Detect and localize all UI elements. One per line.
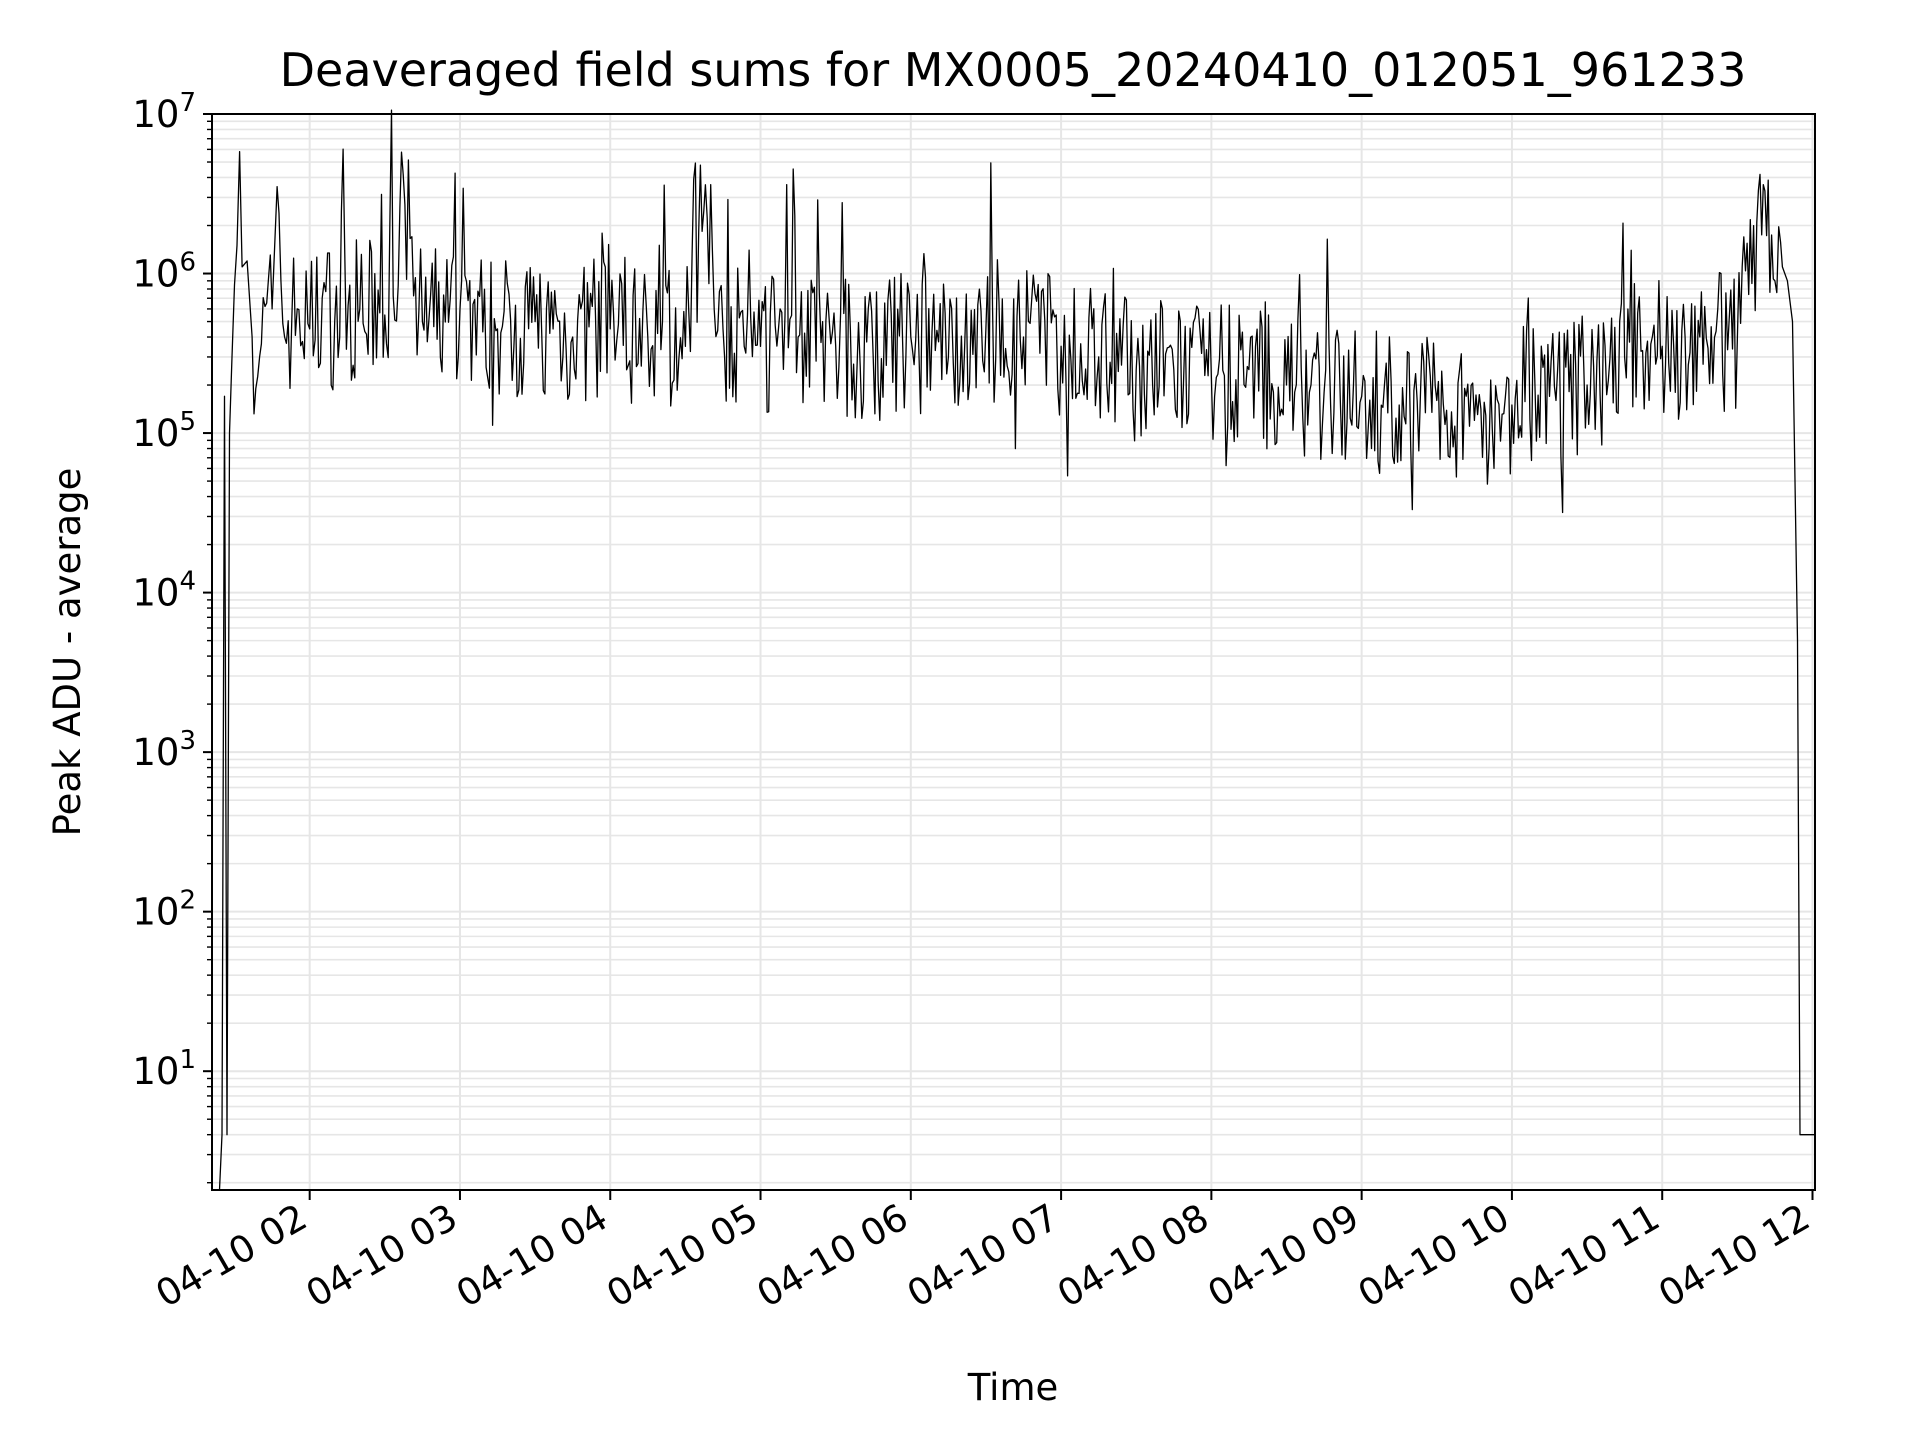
y-tick-label: 102	[132, 886, 196, 934]
plot-area	[218, 109, 1815, 1191]
y-axis: 101 102 103 104 105 106 107	[132, 88, 212, 1184]
y-tick-label: 106	[132, 248, 196, 296]
y-tick-label: 107	[132, 88, 196, 136]
grid-lines	[212, 113, 1815, 1190]
y-tick-label: 104	[132, 567, 196, 615]
y-tick-label: 101	[132, 1045, 196, 1093]
y-tick-label: 103	[132, 726, 196, 774]
series-line	[218, 109, 1815, 1191]
y-axis-label: Peak ADU - average	[46, 468, 89, 837]
chart-title: Deaveraged field sums for MX0005_2024041…	[280, 43, 1747, 97]
y-tick-label: 105	[132, 407, 196, 455]
plot-frame	[211, 113, 1816, 1191]
x-axis-label: Time	[967, 1366, 1059, 1409]
